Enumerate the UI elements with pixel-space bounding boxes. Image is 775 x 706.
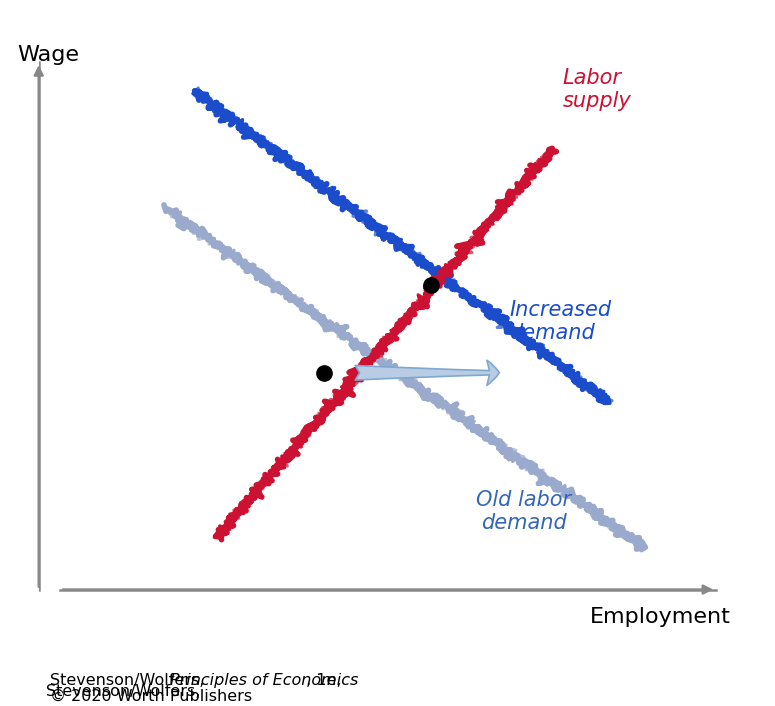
Text: , 1e,: , 1e, [306,674,342,688]
Text: Employment: Employment [590,607,730,627]
Text: Stevenson/Wolfers,: Stevenson/Wolfers, [50,674,210,688]
Text: Increased
demand: Increased demand [509,300,611,344]
Text: Old labor
demand: Old labor demand [476,490,571,533]
Text: Wage: Wage [17,44,79,65]
Text: Stevenson/Wolfers,: Stevenson/Wolfers, [46,684,206,699]
Text: © 2020 Worth Publishers: © 2020 Worth Publishers [50,689,253,704]
Text: Principles of Economics: Principles of Economics [170,674,359,688]
Text: Labor
supply: Labor supply [563,68,632,112]
